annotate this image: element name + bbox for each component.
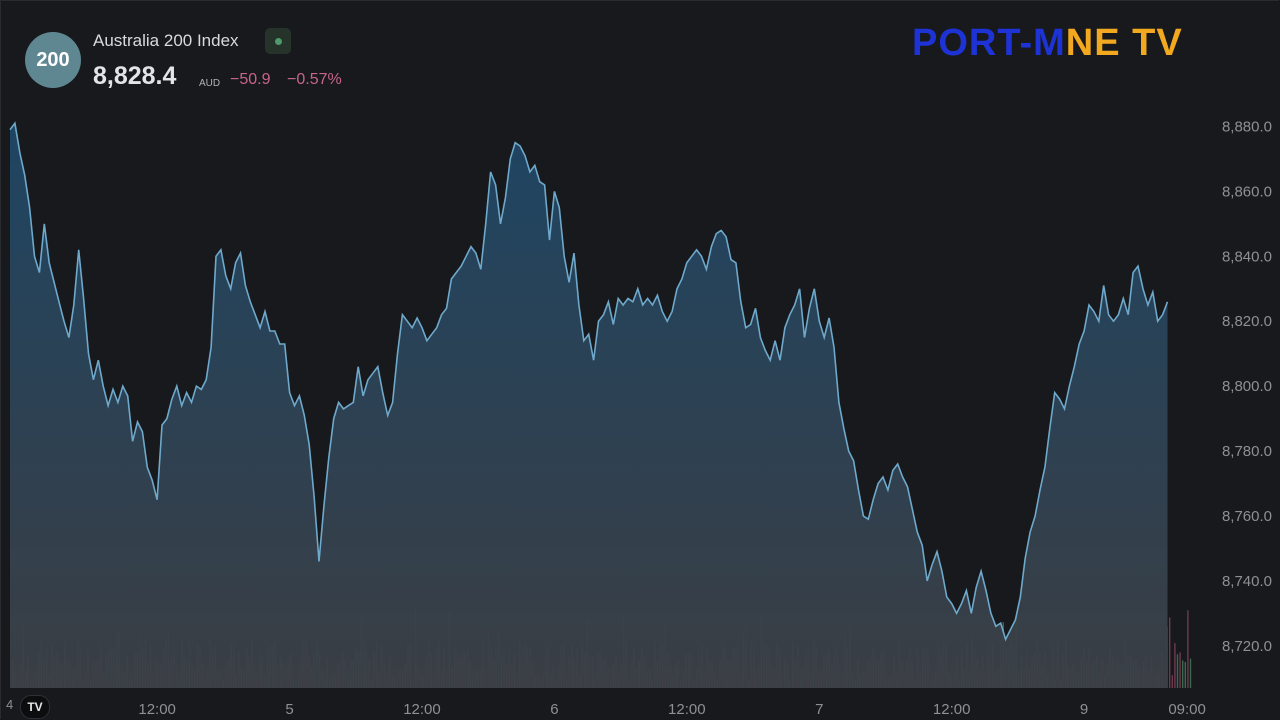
x-tick-label: 09:00 xyxy=(1168,701,1206,718)
volume-bar xyxy=(1187,610,1189,688)
x-tick-label: 12:00 xyxy=(933,701,971,718)
volume-bar xyxy=(1184,661,1186,688)
y-tick-label: 8,820.0 xyxy=(1222,313,1272,330)
y-tick-label: 8,740.0 xyxy=(1222,573,1272,590)
x-axis-edge-label: 4 xyxy=(6,697,14,712)
x-tick-label: 12:00 xyxy=(668,701,706,718)
volume-bar xyxy=(1182,660,1184,688)
y-tick-label: 8,880.0 xyxy=(1222,118,1272,135)
price-change-percent: −0.57% xyxy=(287,71,342,88)
volume-bar xyxy=(1174,643,1176,688)
x-tick-label: 12:00 xyxy=(138,701,176,718)
volume-bar xyxy=(1171,675,1173,688)
tradingview-logo-icon[interactable]: TV xyxy=(20,695,50,719)
y-tick-label: 8,860.0 xyxy=(1222,183,1272,200)
x-tick-label: 5 xyxy=(285,701,293,718)
y-axis: 8,720.0 8,740.0 8,760.0 8,780.0 8,800.0 8,820… xyxy=(1222,118,1272,654)
y-tick-label: 8,780.0 xyxy=(1222,443,1272,460)
currency-label: AUD xyxy=(199,78,221,89)
volume-bar xyxy=(1176,654,1179,688)
price-area-fill xyxy=(10,123,1168,688)
market-status-icon[interactable] xyxy=(265,28,291,54)
instrument-name[interactable]: Australia 200 Index xyxy=(93,31,239,50)
x-tick-label: 6 xyxy=(550,701,558,718)
symbol-badge: 200 xyxy=(25,32,81,88)
y-tick-label: 8,840.0 xyxy=(1222,248,1272,265)
brand-logo: PORT-MNE TV xyxy=(912,22,1183,64)
y-tick-label: 8,720.0 xyxy=(1222,638,1272,655)
x-tick-label: 7 xyxy=(815,701,823,718)
volume-bar xyxy=(1169,617,1171,688)
x-tick-label: 9 xyxy=(1080,701,1088,718)
last-price: 8,828.4 xyxy=(93,62,177,90)
y-tick-label: 8,760.0 xyxy=(1222,508,1272,525)
y-tick-label: 8,800.0 xyxy=(1222,378,1272,395)
volume-bar xyxy=(1179,652,1181,688)
x-axis: 12:00 5 12:00 6 12:00 7 12:00 9 09:00 xyxy=(138,701,1206,718)
price-line xyxy=(9,121,1169,642)
x-tick-label: 12:00 xyxy=(403,701,441,718)
volume-bar xyxy=(1189,658,1192,688)
price-change: −50.9 xyxy=(230,71,271,88)
